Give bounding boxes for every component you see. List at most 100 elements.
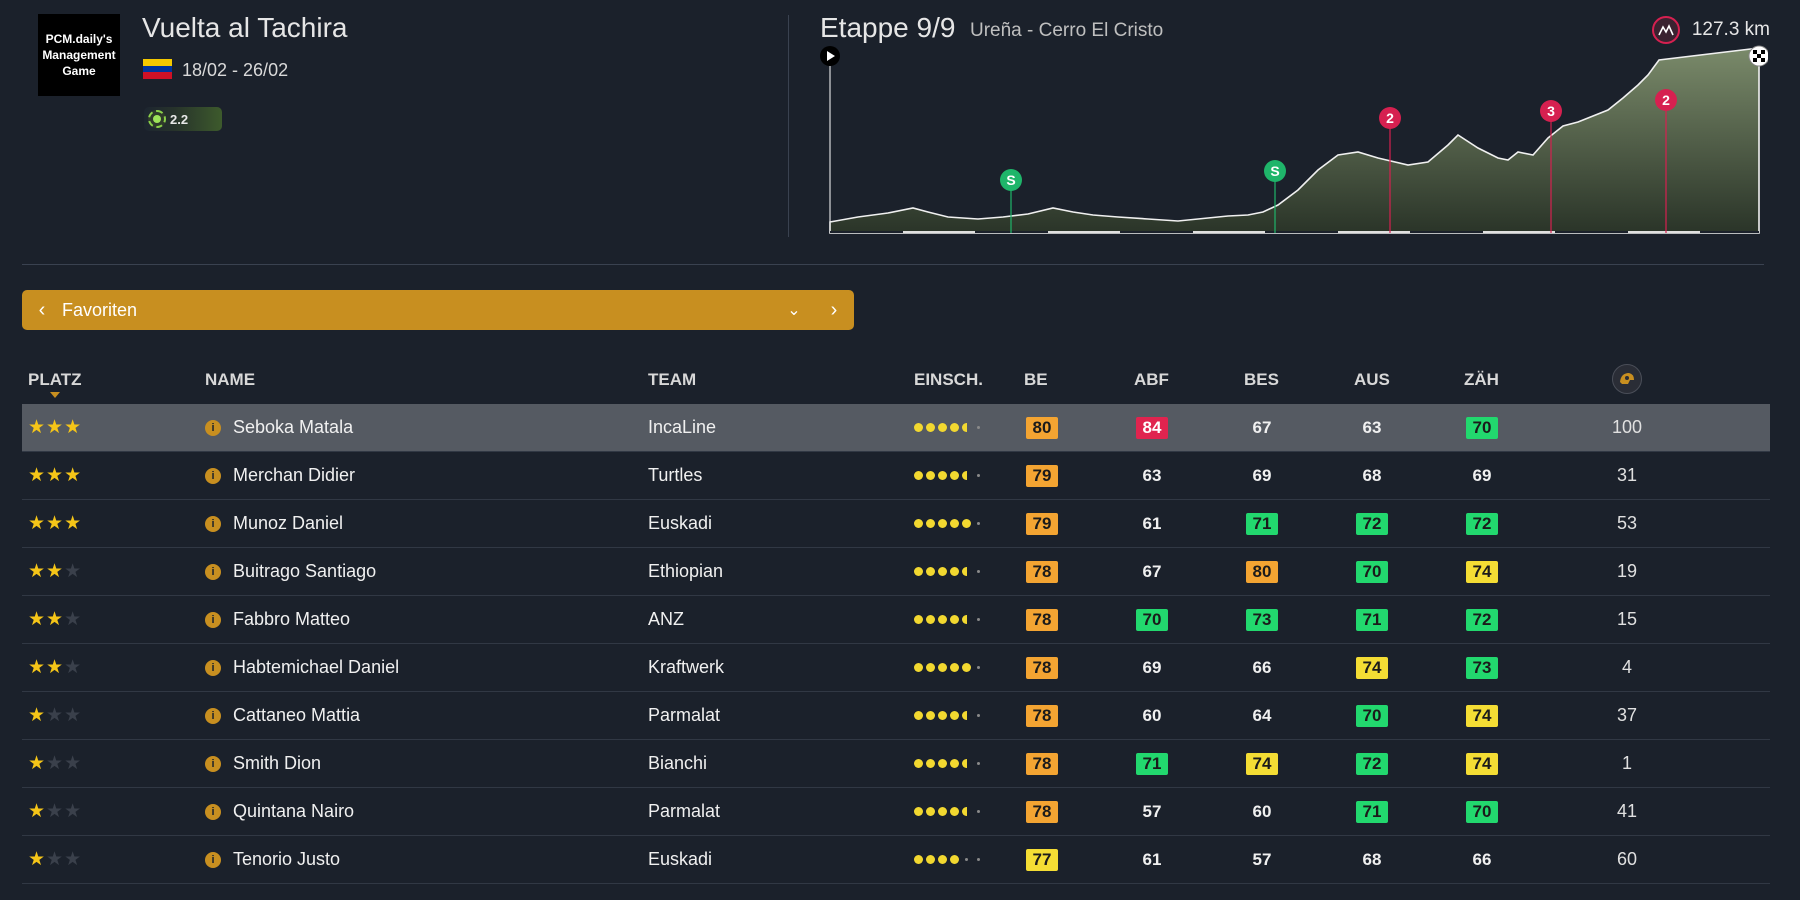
star-icon: ★ (46, 753, 64, 774)
rider-name[interactable]: Smith Dion (233, 753, 322, 773)
col-header-form[interactable]: EINSCH. (914, 370, 983, 389)
rider-name[interactable]: Fabbro Matteo (233, 609, 351, 629)
stat-cell-aus: 68 (1354, 836, 1390, 883)
stage-route: Ureña - Cerro El Cristo (970, 20, 1164, 41)
form-dot-icon (926, 759, 935, 768)
info-icon[interactable]: i (205, 803, 221, 820)
star-icon: ★ (46, 465, 64, 486)
climb-marker-3[interactable]: 2 (1655, 89, 1677, 233)
col-header-team[interactable]: TEAM (648, 370, 697, 389)
rider-info-cell[interactable]: i (205, 644, 221, 691)
rider-name[interactable]: Habtemichael Daniel (233, 657, 400, 677)
view-selector-label[interactable]: Favoriten (62, 299, 138, 320)
table-row[interactable]: ★ ★ ★ i Smith Dion Bianchi 78 71 74 72 74 1 (22, 740, 1770, 788)
info-icon[interactable]: i (205, 563, 221, 580)
form-indicator (914, 788, 986, 835)
table-row[interactable]: ★ ★ ★ i Quintana Nairo Parmalat 78 57 60 71 70 41 (22, 788, 1770, 836)
team-name[interactable]: Parmalat (648, 705, 721, 725)
team-name[interactable]: Kraftwerk (648, 657, 725, 677)
profile-elevation-area (829, 47, 1760, 234)
team-name[interactable]: Euskadi (648, 513, 713, 533)
stat-cell-bes: 74 (1244, 740, 1280, 787)
chevron-right-icon[interactable]: › (830, 298, 838, 321)
table-row[interactable]: ★ ★ ★ i Tenorio Justo Euskadi 77 61 57 68 66 60 (22, 836, 1770, 884)
team-name[interactable]: IncaLine (648, 417, 717, 437)
table-header: PLATZ NAME TEAM EINSCH. BE ABF BES AUS Z… (22, 360, 1770, 404)
col-header-zah[interactable]: ZÄH (1464, 370, 1499, 389)
form-dot-icon (926, 567, 935, 576)
rider-name[interactable]: Cattaneo Mattia (233, 705, 361, 725)
table-row[interactable]: ★ ★ ★ i Seboka Matala IncaLine 80 84 67 63 70 100 (22, 404, 1770, 452)
info-icon[interactable]: i (205, 755, 221, 772)
col-header-place[interactable]: PLATZ (28, 370, 82, 389)
info-icon[interactable]: i (205, 707, 221, 724)
rider-info-cell[interactable]: i (205, 836, 221, 883)
race-class-icon (148, 110, 166, 128)
stat-cell-bes: 73 (1244, 596, 1280, 643)
col-header-name[interactable]: NAME (205, 370, 256, 389)
info-icon[interactable]: i (205, 611, 221, 628)
chevron-left-icon[interactable]: ‹ (38, 298, 46, 321)
sprint-marker-1[interactable]: S (1000, 169, 1022, 233)
info-icon[interactable]: i (205, 419, 221, 436)
stat-value-bes: 73 (1246, 608, 1278, 631)
form-half-dot-icon (962, 759, 967, 768)
info-icon[interactable]: i (205, 467, 221, 484)
team-name[interactable]: ANZ (648, 609, 684, 629)
rider-info-cell[interactable]: i (205, 404, 221, 451)
col-header-be[interactable]: BE (1024, 370, 1048, 389)
form-dot-icon (950, 567, 959, 576)
rider-name[interactable]: Seboka Matala (233, 417, 354, 437)
climb-marker-1[interactable]: 2 (1379, 107, 1401, 233)
table-row[interactable]: ★ ★ ★ i Merchan Didier Turtles 79 63 69 68 69 31 (22, 452, 1770, 500)
form-indicator (914, 548, 986, 595)
stat-cell-zah: 72 (1464, 500, 1500, 547)
rider-name[interactable]: Merchan Didier (233, 465, 356, 485)
table-row[interactable]: ★ ★ ★ i Buitrago Santiago Ethiopian 78 67 80 70 74… (22, 548, 1770, 596)
info-icon[interactable]: i (205, 851, 221, 868)
sprint-marker-2[interactable]: S (1264, 160, 1286, 233)
table-row[interactable]: ★ ★ ★ i Habtemichael Daniel Kraftwerk 78 69 66 74… (22, 644, 1770, 692)
view-selector[interactable]: ‹ Favoriten ⌄ › (22, 290, 854, 330)
form-empty-dot-icon (977, 570, 980, 573)
stat-cell-be: 78 (1024, 644, 1060, 691)
stat-cell-abf: 84 (1134, 404, 1170, 451)
col-header-bes[interactable]: BES (1244, 370, 1279, 389)
sprint-marker-1-label: S (1006, 172, 1015, 188)
info-icon[interactable]: i (205, 659, 221, 676)
table-row[interactable]: ★ ★ ★ i Cattaneo Mattia Parmalat 78 60 64 70 74 37 (22, 692, 1770, 740)
rider-info-cell[interactable]: i (205, 740, 221, 787)
table-row[interactable]: ★ ★ ★ i Fabbro Matteo ANZ 78 70 73 71 72 15 (22, 596, 1770, 644)
rider-info-cell[interactable]: i (205, 452, 221, 499)
stat-value-aus: 72 (1356, 752, 1388, 775)
form-dot-icon (950, 759, 959, 768)
stat-value-aus: 70 (1356, 560, 1388, 583)
form-dot-icon (914, 519, 923, 528)
chevron-down-icon[interactable]: ⌄ (787, 302, 801, 319)
col-header-aus[interactable]: AUS (1354, 370, 1390, 389)
rider-info-cell[interactable]: i (205, 692, 221, 739)
stage-profile-chart[interactable]: S S 2 3 2 (818, 40, 1768, 240)
team-name[interactable]: Euskadi (648, 849, 713, 869)
team-name[interactable]: Bianchi (648, 753, 708, 773)
rider-info-cell[interactable]: i (205, 548, 221, 595)
col-header-abf[interactable]: ABF (1134, 370, 1169, 389)
rider-helmet-icon[interactable] (1612, 364, 1642, 394)
rider-info-cell[interactable]: i (205, 596, 221, 643)
team-name[interactable]: Turtles (648, 465, 703, 485)
team-name[interactable]: Ethiopian (648, 561, 724, 581)
rider-info-cell[interactable]: i (205, 500, 221, 547)
rider-name[interactable]: Munoz Daniel (233, 513, 344, 533)
form-dot-icon (926, 711, 935, 720)
rider-name[interactable]: Buitrago Santiago (233, 561, 377, 581)
table-row[interactable]: ★ ★ ★ i Munoz Daniel Euskadi 79 61 71 72 72 53 (22, 500, 1770, 548)
info-icon[interactable]: i (205, 515, 221, 532)
rider-name[interactable]: Tenorio Justo (233, 849, 341, 869)
climb-marker-2[interactable]: 3 (1540, 100, 1562, 233)
form-dot-icon (926, 807, 935, 816)
rider-rating-stars: ★ ★ ★ (28, 740, 82, 787)
stat-value-bes: 74 (1246, 752, 1278, 775)
rider-name[interactable]: Quintana Nairo (233, 801, 355, 821)
team-name[interactable]: Parmalat (648, 801, 721, 821)
rider-info-cell[interactable]: i (205, 788, 221, 835)
